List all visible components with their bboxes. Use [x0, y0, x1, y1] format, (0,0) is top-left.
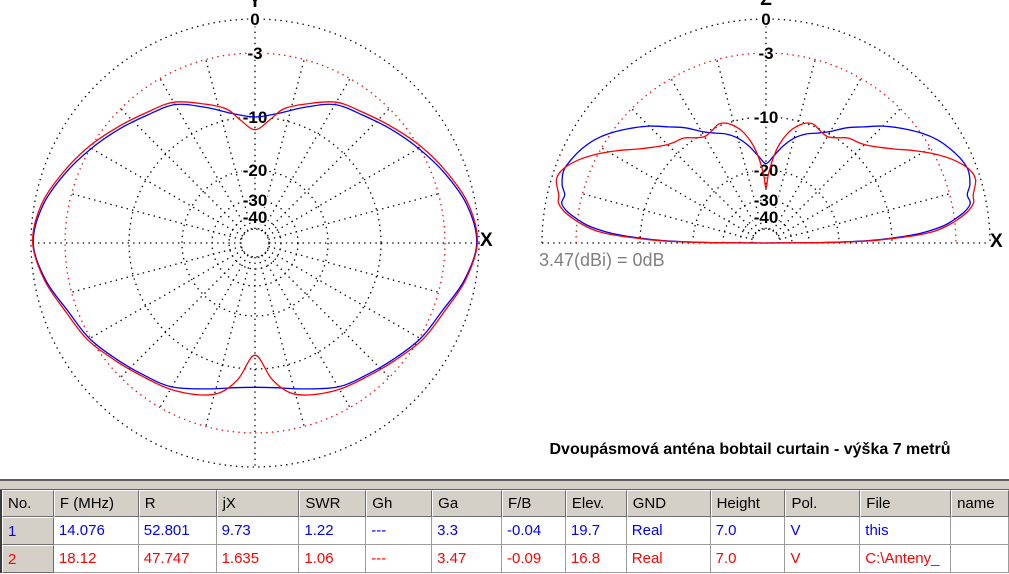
table-cell-swr[interactable]: 1.06	[299, 545, 367, 573]
pattern-curve-18-12	[32, 101, 478, 396]
polar-grid	[30, 18, 480, 468]
gain-normalization-label: 3.47(dBi) = 0dB	[539, 250, 665, 270]
table-cell-file[interactable]: this	[860, 517, 952, 545]
table-cell-name[interactable]	[951, 517, 1009, 545]
elevation-pattern-plot: 0 -3 -10 -20 -30-40 X Z	[541, 0, 1003, 252]
ring-label: -40	[243, 208, 268, 227]
table-top-edge	[0, 479, 1009, 490]
table-cell-no[interactable]: 2	[2, 545, 54, 573]
table-cell-ga[interactable]: 3.47	[432, 545, 503, 573]
ring-label: -3	[247, 44, 262, 63]
table-row-2[interactable]: 2 18.12 47.747 1.635 1.06 --- 3.47 -0.09 16.8 Rea…	[2, 545, 1009, 573]
table-cell-gh[interactable]: ---	[366, 517, 433, 545]
table-header-swr[interactable]: SWR	[299, 490, 367, 517]
ring-label: -20	[243, 161, 268, 180]
table-cell-no[interactable]: 1	[2, 517, 54, 545]
plot-caption: Dvoupásmová anténa bobtail curtain - výš…	[549, 441, 951, 458]
table-header-jx[interactable]: jX	[216, 490, 300, 517]
ring-label: -20	[754, 161, 779, 180]
table-cell-gh[interactable]: ---	[366, 545, 433, 573]
ring-label: -3	[758, 44, 773, 63]
ring-label: 0	[761, 10, 770, 29]
table-header-name[interactable]: name	[951, 490, 1009, 517]
table-cell-height[interactable]: 7.0	[710, 545, 786, 573]
ring-label: -30	[754, 191, 779, 210]
table-header-r[interactable]: R	[138, 490, 217, 517]
table-header-ga[interactable]: Ga	[432, 490, 503, 517]
table-cell-gnd[interactable]: Real	[626, 545, 711, 573]
axis-label-y: Y	[249, 0, 262, 12]
table-cell-f-b[interactable]: -0.09	[502, 545, 566, 573]
table-cell-name[interactable]	[951, 545, 1009, 573]
pattern-curve-18-12	[555, 122, 977, 244]
ring-label: -30	[243, 191, 268, 210]
table-header-elev[interactable]: Elev.	[565, 490, 627, 517]
table-cell-gnd[interactable]: Real	[626, 517, 711, 545]
axis-label-z: Z	[760, 0, 772, 10]
table-cell-height[interactable]: 7.0	[710, 517, 786, 545]
ring-label: 0	[250, 10, 259, 29]
table-cell-elev[interactable]: 19.7	[565, 517, 627, 545]
table-header-f-mhz[interactable]: F (MHz)	[53, 490, 139, 517]
table-header-no[interactable]: No.	[2, 490, 54, 517]
table-header-height[interactable]: Height	[710, 490, 786, 517]
table-cell-pol[interactable]: V	[785, 545, 861, 573]
table-row-1[interactable]: 1 14.076 52.801 9.73 1.22 --- 3.3 -0.04 19.7 Real…	[2, 517, 1009, 545]
pattern-curve-14-076	[32, 103, 478, 390]
table-header-f-b[interactable]: F/B	[502, 490, 566, 517]
table-cell-file[interactable]: C:\Anteny_	[860, 545, 952, 573]
table-cell-jx[interactable]: 1.635	[216, 545, 300, 573]
table-cell-f-mhz[interactable]: 18.12	[53, 545, 139, 573]
axis-label-x: X	[480, 230, 493, 251]
ring-label: -40	[754, 208, 779, 227]
table-header-pol[interactable]: Pol.	[785, 490, 861, 517]
table-header-file[interactable]: File	[860, 490, 952, 517]
table-cell-pol[interactable]: V	[785, 517, 861, 545]
table-header-gnd[interactable]: GND	[626, 490, 711, 517]
table-header-gh[interactable]: Gh	[366, 490, 433, 517]
table-cell-r[interactable]: 52.801	[138, 517, 217, 545]
table-cell-swr[interactable]: 1.22	[299, 517, 367, 545]
table-cell-ga[interactable]: 3.3	[432, 517, 503, 545]
table-cell-r[interactable]: 47.747	[138, 545, 217, 573]
pattern-curve-14-076	[561, 125, 971, 244]
table-cell-f-b[interactable]: -0.04	[502, 517, 566, 545]
ring-label: -10	[754, 108, 779, 127]
axis-label-x: X	[990, 231, 1003, 252]
table-cell-elev[interactable]: 16.8	[565, 545, 627, 573]
table-cell-f-mhz[interactable]: 14.076	[53, 517, 139, 545]
table-cell-jx[interactable]: 9.73	[216, 517, 300, 545]
